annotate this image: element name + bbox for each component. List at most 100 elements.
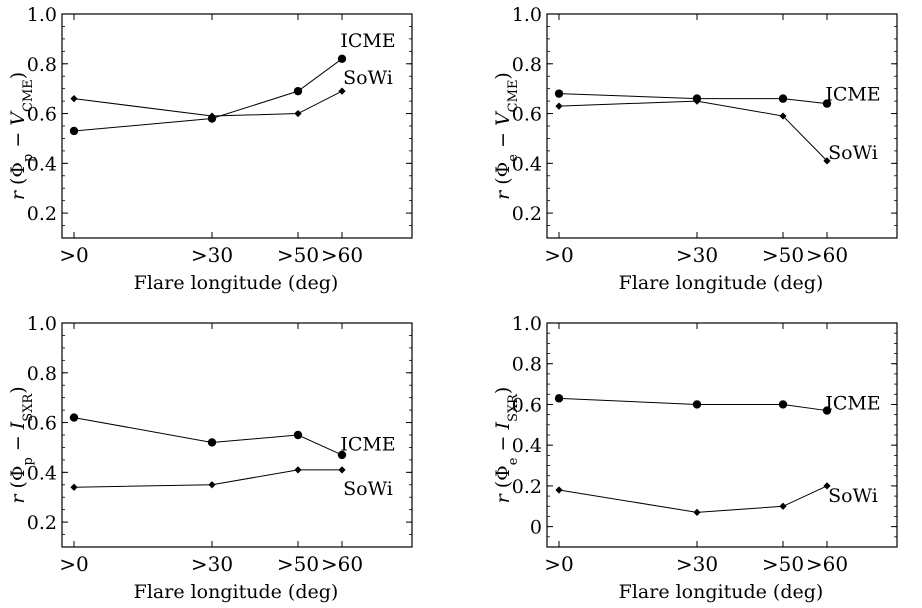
x-tick-label: >60 bbox=[806, 243, 848, 267]
x-tick-label: >60 bbox=[806, 552, 848, 576]
data-point-SoWi bbox=[338, 87, 346, 95]
y-axis-title-part: p bbox=[21, 457, 36, 465]
data-point-ICME bbox=[822, 406, 832, 415]
y-axis-title-part: V bbox=[492, 110, 514, 126]
y-tick-label: 1.0 bbox=[512, 4, 542, 26]
y-axis-title-part: CME bbox=[21, 79, 36, 112]
y-tick-label: 0.6 bbox=[27, 413, 57, 435]
data-point-SoWi bbox=[823, 157, 831, 165]
x-axis-title: Flare longitude (deg) bbox=[619, 581, 824, 603]
y-tick-label: 0.8 bbox=[512, 354, 542, 376]
x-axis-title: Flare longitude (deg) bbox=[134, 272, 339, 294]
data-point-ICME bbox=[692, 400, 702, 409]
y-axis-title-part: I bbox=[492, 422, 514, 431]
plot-frame bbox=[546, 13, 898, 239]
y-axis-title-part: r bbox=[7, 189, 29, 200]
x-tick-label: >60 bbox=[321, 243, 363, 267]
data-point-ICME bbox=[293, 86, 303, 96]
data-point-SoWi bbox=[555, 102, 563, 110]
series-label-ICME: ICME bbox=[340, 433, 395, 455]
x-tick-label: >0 bbox=[544, 243, 573, 267]
y-axis-title: r (Φe − VCME) bbox=[492, 72, 521, 200]
data-point-SoWi bbox=[294, 466, 302, 474]
x-tick-label: >30 bbox=[191, 243, 233, 267]
data-point-SoWi bbox=[70, 95, 78, 103]
y-axis-title-part: I bbox=[7, 421, 29, 430]
y-axis-title-part: (Φ bbox=[7, 162, 29, 191]
y-axis-title-part: (Φ bbox=[7, 466, 29, 495]
x-tick-label: >0 bbox=[59, 552, 88, 576]
y-tick-label: 0.8 bbox=[27, 363, 57, 385]
series-line-ICME bbox=[73, 417, 343, 456]
data-point-ICME bbox=[822, 99, 832, 108]
series-label-SoWi: SoWi bbox=[828, 142, 878, 164]
y-tick-label: 1.0 bbox=[512, 313, 542, 335]
y-axis-title-part: − bbox=[492, 126, 514, 154]
data-point-SoWi bbox=[693, 97, 701, 105]
y-axis-title-part: − bbox=[7, 126, 29, 154]
y-axis-title-part: p bbox=[21, 154, 36, 162]
data-point-ICME bbox=[337, 54, 347, 63]
y-axis-title: r (Φe − ISXR) bbox=[492, 387, 521, 504]
y-axis-title-part: − bbox=[7, 429, 29, 457]
series-line-SoWi bbox=[558, 100, 828, 162]
data-point-ICME bbox=[554, 89, 564, 98]
data-point-SoWi bbox=[779, 502, 787, 510]
y-tick-label: 0 bbox=[530, 517, 542, 539]
y-axis-title-part: (Φ bbox=[492, 465, 514, 494]
data-point-SoWi bbox=[70, 483, 78, 491]
x-tick-label: >30 bbox=[676, 552, 718, 576]
y-axis-title-part: SXR bbox=[21, 393, 36, 422]
y-tick-label: 0.4 bbox=[512, 435, 542, 457]
y-axis-title-part: (Φ bbox=[492, 162, 514, 191]
x-tick-label: >50 bbox=[762, 552, 804, 576]
data-point-SoWi bbox=[208, 112, 216, 120]
y-tick-label: 0.6 bbox=[512, 104, 542, 126]
x-tick-label: >60 bbox=[321, 552, 363, 576]
data-point-SoWi bbox=[294, 109, 302, 118]
series-line-ICME bbox=[558, 93, 828, 105]
series-line-SoWi bbox=[73, 90, 343, 117]
y-axis-title-part: ) bbox=[7, 72, 29, 79]
data-point-ICME bbox=[69, 413, 79, 422]
data-point-ICME bbox=[69, 126, 79, 136]
data-point-SoWi bbox=[208, 481, 216, 489]
y-axis-title-part: r bbox=[7, 493, 29, 504]
x-tick-label: >50 bbox=[762, 243, 804, 267]
data-point-ICME bbox=[778, 94, 788, 103]
y-axis-title-part: ) bbox=[492, 72, 514, 79]
y-axis-title-part: r bbox=[492, 492, 514, 503]
y-tick-label: 0.6 bbox=[512, 394, 542, 416]
y-axis-title-part: e bbox=[506, 154, 521, 162]
y-tick-label: 0.8 bbox=[27, 54, 57, 76]
x-tick-label: >0 bbox=[59, 243, 88, 267]
data-point-SoWi bbox=[555, 486, 563, 494]
y-axis-title-part: SXR bbox=[506, 393, 521, 422]
y-tick-label: 1.0 bbox=[27, 313, 57, 335]
panel-4: 0 0.2 0.4 0.6 0.8 1.0 >0 >30 >50 >60 Flare longitu… bbox=[492, 313, 898, 603]
data-point-ICME bbox=[293, 430, 303, 440]
x-tick-label: >50 bbox=[277, 243, 319, 267]
x-tick-label: >30 bbox=[676, 243, 718, 267]
series-label-ICME: ICME bbox=[340, 30, 395, 52]
y-tick-label: 0.4 bbox=[512, 153, 542, 175]
y-axis-title: r (Φp − ISXR) bbox=[7, 386, 36, 503]
y-axis-title-part: V bbox=[7, 110, 29, 126]
y-axis-title-part: − bbox=[492, 430, 514, 458]
y-axis-title-part: r bbox=[492, 189, 514, 200]
series-line-ICME bbox=[73, 58, 343, 132]
x-axis-title: Flare longitude (deg) bbox=[134, 581, 339, 603]
y-tick-label: 1.0 bbox=[27, 4, 57, 26]
series-line-SoWi bbox=[558, 485, 828, 513]
x-tick-label: >50 bbox=[277, 552, 319, 576]
series-label-SoWi: SoWi bbox=[343, 67, 393, 89]
x-axis-title: Flare longitude (deg) bbox=[619, 272, 824, 294]
y-axis-title-part: e bbox=[506, 457, 521, 465]
series-label-SoWi: SoWi bbox=[828, 485, 878, 507]
panel-1: 0.2 0.4 0.6 0.8 1.0 >0 >30 >50 >60 Flare longitud… bbox=[7, 4, 413, 294]
y-axis-title-part: ) bbox=[492, 387, 514, 394]
y-tick-label: 0.4 bbox=[27, 153, 57, 175]
data-point-ICME bbox=[554, 394, 564, 403]
y-tick-label: 0.8 bbox=[512, 54, 542, 76]
